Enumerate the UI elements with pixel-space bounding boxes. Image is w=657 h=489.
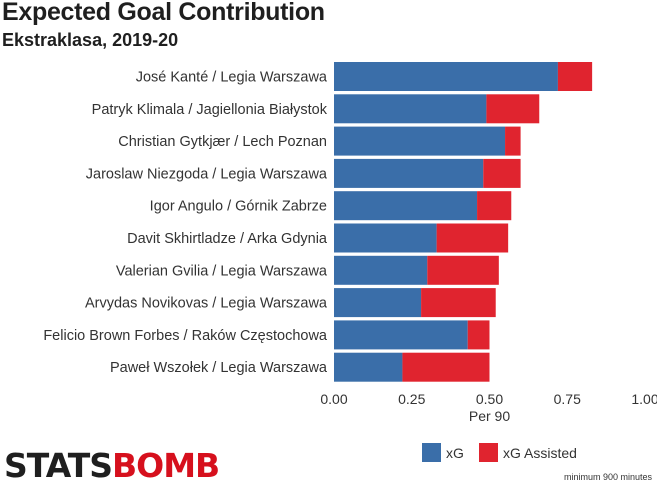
bar-xg — [334, 158, 484, 188]
legend-label: xG — [446, 445, 464, 461]
x-tick-label: 0.00 — [320, 391, 347, 407]
bar-xg-assisted — [467, 320, 490, 350]
category-label: Jaroslaw Niezgoda / Legia Warszawa — [86, 166, 328, 182]
legend-swatch-xg-assisted — [479, 443, 498, 462]
bar-xg-assisted — [483, 158, 521, 188]
bar-xg — [334, 288, 422, 318]
bar-xg-assisted — [486, 94, 540, 124]
bar-xg — [334, 223, 437, 253]
category-label: Arvydas Novikovas / Legia Warszawa — [85, 296, 328, 312]
category-label: Patryk Klimala / Jagiellonia Białystok — [92, 102, 328, 118]
minimum-minutes-note: minimum 900 minutes — [563, 472, 652, 482]
category-label: Christian Gytkjær / Lech Poznan — [118, 134, 327, 150]
bar-xg-assisted — [402, 352, 490, 382]
bar-xg-assisted — [421, 288, 496, 318]
bar-xg — [334, 94, 487, 124]
category-label: Davit Skhirtladze / Arka Gdynia — [127, 231, 328, 247]
x-tick-label: 1.00 — [631, 391, 657, 407]
bar-xg — [334, 62, 558, 91]
bar-xg — [334, 255, 428, 285]
legend-swatch-xg — [422, 443, 441, 462]
chart-title: Expected Goal Contribution — [2, 0, 325, 26]
x-tick-label: 0.75 — [554, 391, 581, 407]
x-axis-label: Per 90 — [469, 408, 510, 424]
bar-xg-assisted — [477, 191, 512, 221]
bar-xg — [334, 320, 468, 350]
category-label: Paweł Wszołek / Legia Warszawa — [110, 360, 328, 376]
category-label: Felicio Brown Forbes / Raków Częstochowa — [43, 328, 328, 344]
legend-label: xG Assisted — [503, 445, 577, 461]
bar-xg — [334, 352, 403, 382]
category-label: José Kanté / Legia Warszawa — [136, 70, 328, 86]
x-tick-label: 0.50 — [476, 391, 503, 407]
bar-xg-assisted — [505, 126, 521, 156]
category-label: Valerian Gvilia / Legia Warszawa — [116, 263, 328, 279]
category-label: Igor Angulo / Górnik Zabrze — [150, 199, 327, 215]
bar-xg-assisted — [557, 62, 593, 91]
chart-subtitle: Ekstraklasa, 2019-20 — [2, 30, 179, 50]
bar-xg-assisted — [427, 255, 499, 285]
x-tick-label: 0.25 — [398, 391, 425, 407]
bar-xg-assisted — [436, 223, 509, 253]
statsbomb-logo: STATSBOMB — [4, 446, 220, 485]
bar-xg — [334, 191, 478, 221]
bar-xg — [334, 126, 506, 156]
